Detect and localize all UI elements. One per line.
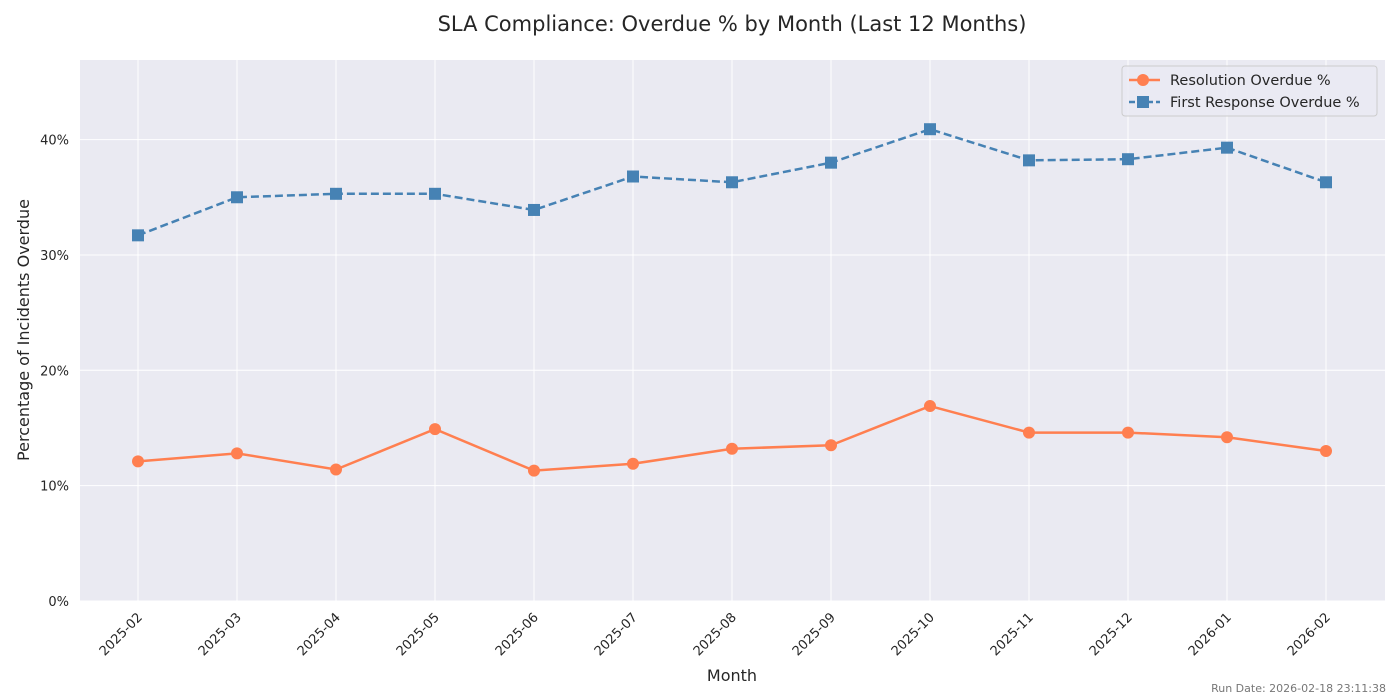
legend-label: First Response Overdue % (1170, 95, 1360, 111)
data-point (1221, 431, 1233, 444)
data-point (825, 156, 837, 169)
y-tick-label: 0% (48, 595, 69, 610)
x-tick-label: 2025-10 (889, 610, 938, 659)
y-tick-label: 30% (40, 249, 69, 264)
x-axis-ticks: 2025-02 2025-03 2025-04 2025-05 2025-06 2025-… (97, 610, 1334, 659)
y-axis-ticks: 0% 10% 20% 30% 40% (40, 134, 69, 610)
data-point (1320, 176, 1332, 189)
run-date: Run Date: 2026-02-18 23:11:38 (1211, 682, 1386, 695)
data-point (1221, 141, 1233, 154)
legend-label: Resolution Overdue % (1170, 73, 1331, 89)
legend-marker (1137, 74, 1149, 86)
data-point (330, 463, 342, 476)
data-point (627, 457, 639, 470)
data-point (924, 400, 936, 413)
x-tick-label: 2025-08 (691, 610, 740, 659)
data-point (726, 442, 738, 455)
x-tick-label: 2025-04 (295, 610, 344, 659)
series-layer (132, 123, 1332, 477)
data-point (627, 170, 639, 183)
x-tick-label: 2025-03 (196, 610, 245, 659)
chart-title: SLA Compliance: Overdue % by Month (Last… (438, 12, 1027, 36)
data-point (924, 123, 936, 136)
data-point (429, 423, 441, 436)
data-point (1320, 445, 1332, 458)
x-tick-label: 2025-12 (1087, 610, 1136, 659)
gridlines (80, 60, 1385, 602)
data-point (330, 187, 342, 200)
data-point (1023, 426, 1035, 439)
legend-marker (1137, 96, 1149, 108)
x-tick-label: 2025-06 (493, 610, 542, 659)
data-point (1023, 154, 1035, 167)
data-point (1122, 153, 1134, 166)
y-tick-label: 40% (40, 134, 69, 149)
data-point (726, 176, 738, 189)
data-point (825, 439, 837, 452)
data-point (528, 464, 540, 477)
x-tick-label: 2025-11 (988, 610, 1037, 659)
data-point (231, 447, 243, 460)
data-point (1122, 426, 1134, 439)
data-point (231, 191, 243, 204)
y-tick-label: 10% (40, 480, 69, 495)
y-axis-label: Percentage of Incidents Overdue (14, 199, 33, 461)
x-tick-label: 2026-01 (1186, 610, 1235, 659)
y-tick-label: 20% (40, 364, 69, 379)
x-tick-label: 2025-07 (592, 610, 641, 659)
data-point (132, 455, 144, 468)
x-axis-label: Month (707, 666, 757, 685)
legend: Resolution Overdue % First Response Overd… (1121, 65, 1378, 117)
x-tick-label: 2025-02 (97, 610, 146, 659)
x-tick-label: 2026-02 (1285, 610, 1334, 659)
data-point (429, 187, 441, 200)
data-point (132, 229, 144, 242)
x-tick-label: 2025-09 (790, 610, 839, 659)
data-point (528, 203, 540, 216)
x-tick-label: 2025-05 (394, 610, 443, 659)
